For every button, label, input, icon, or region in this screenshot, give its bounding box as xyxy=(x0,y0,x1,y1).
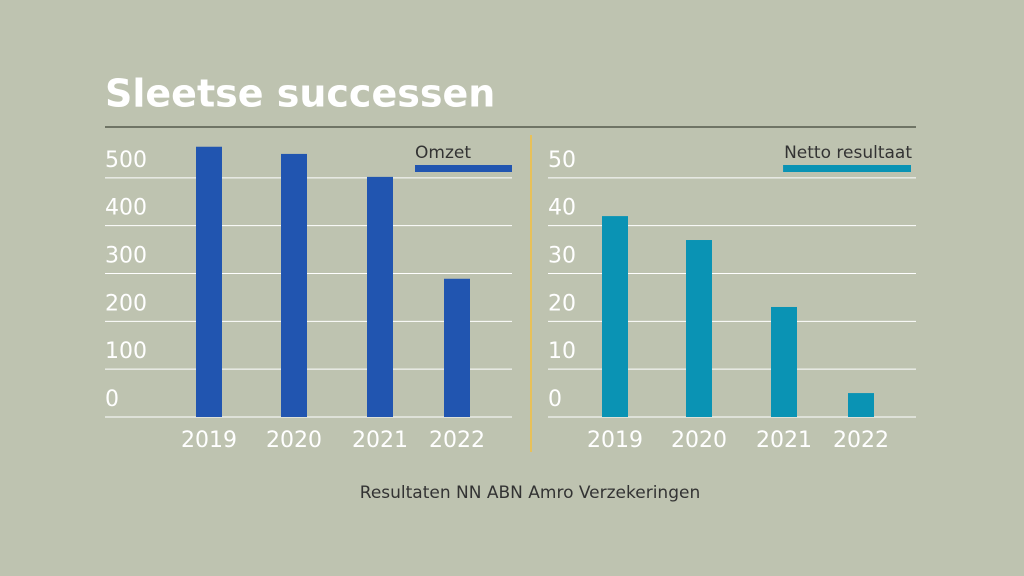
y-tick-label: 300 xyxy=(105,244,147,269)
y-tick-label: 0 xyxy=(105,387,119,412)
x-tick-label: 2020 xyxy=(671,428,727,453)
y-tick-label: 100 xyxy=(105,339,147,364)
legend-label: Omzet xyxy=(415,143,471,163)
y-tick-label: 30 xyxy=(548,244,576,269)
x-tick-label: 2019 xyxy=(181,428,237,453)
bar xyxy=(686,240,712,417)
legend-swatch xyxy=(415,165,512,172)
caption: Resultaten NN ABN Amro Verzekeringen xyxy=(360,483,700,503)
bar xyxy=(196,146,222,417)
bar xyxy=(602,216,628,417)
y-tick-label: 40 xyxy=(548,196,576,221)
x-tick-label: 2021 xyxy=(352,428,408,453)
x-tick-label: 2019 xyxy=(587,428,643,453)
bar xyxy=(444,278,470,417)
y-tick-label: 500 xyxy=(105,148,147,173)
bar xyxy=(848,393,874,417)
y-tick-label: 400 xyxy=(105,196,147,221)
legend-swatch xyxy=(783,165,911,172)
chart-title: Sleetse successen xyxy=(105,72,495,116)
y-tick-label: 50 xyxy=(548,148,576,173)
y-tick-label: 10 xyxy=(548,339,576,364)
y-tick-label: 20 xyxy=(548,291,576,316)
bar xyxy=(771,306,797,417)
x-tick-label: 2020 xyxy=(266,428,322,453)
x-tick-label: 2022 xyxy=(429,428,485,453)
bar xyxy=(367,176,393,417)
x-tick-label: 2022 xyxy=(833,428,889,453)
x-tick-label: 2021 xyxy=(756,428,812,453)
y-tick-label: 200 xyxy=(105,291,147,316)
bar xyxy=(281,153,307,417)
y-tick-label: 0 xyxy=(548,387,562,412)
legend-label: Netto resultaat xyxy=(784,143,912,163)
